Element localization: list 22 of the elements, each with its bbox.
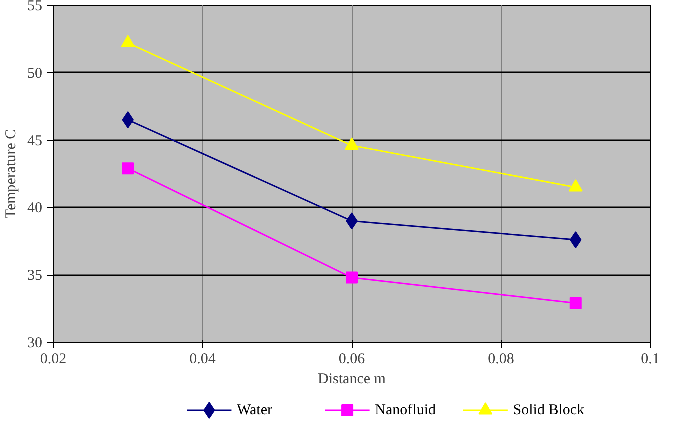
legend-label: Nanofluid: [375, 402, 436, 418]
x-tick-label: 0.08: [488, 352, 514, 368]
y-tick-label: 50: [28, 66, 42, 82]
point: [121, 35, 136, 48]
legend-label: Solid Block: [513, 402, 586, 418]
x-axis-title: Distance m: [318, 372, 386, 388]
legend-label: Water: [237, 402, 272, 418]
point: [122, 162, 134, 175]
y-tick-label: 45: [28, 133, 42, 150]
x-tick-label: 0.02: [40, 352, 67, 368]
y-tick-label: 40: [28, 200, 42, 217]
x-tick-label: 0.04: [190, 352, 216, 368]
y-tick-label: 35: [28, 268, 42, 284]
x-tick-label: 0.1: [641, 352, 660, 368]
point: [570, 297, 582, 310]
y-tick-label: 55: [28, 0, 42, 14]
x-tick-label: 0.06: [338, 352, 366, 368]
y-axis-title: Temperature C: [4, 129, 20, 219]
point: [345, 138, 359, 150]
y-tick-label: 30: [28, 336, 42, 352]
point: [346, 272, 358, 284]
point: [568, 179, 583, 192]
